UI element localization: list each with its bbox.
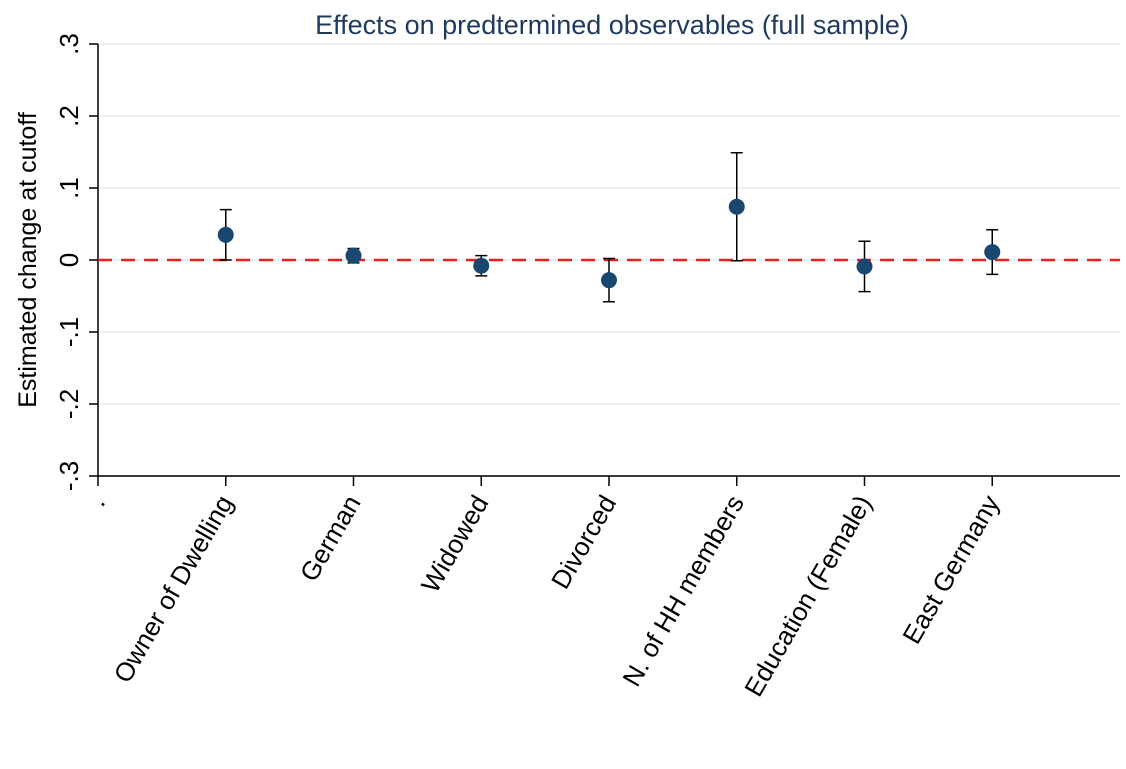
point (984, 244, 1001, 261)
point (856, 258, 873, 275)
y-tick-label: -.2 (54, 389, 84, 419)
y-tick-label: -.1 (54, 317, 84, 347)
point (728, 198, 745, 215)
point (473, 257, 490, 274)
y-axis-label: Estimated change at cutoff (14, 112, 42, 408)
x-tick-label: Education (Female) (738, 490, 877, 701)
x-tick-label: Owner of Dwelling (107, 490, 238, 688)
y-tick-label: .1 (54, 177, 84, 199)
x-tick-label: Divorced (545, 490, 622, 594)
point (345, 247, 362, 264)
y-tick-label: -.3 (54, 461, 84, 491)
point (601, 272, 617, 289)
x-tick-label: German (294, 490, 367, 586)
y-tick-label: .2 (54, 105, 84, 127)
point (217, 226, 234, 243)
x-tick-label: Widowed (415, 490, 494, 598)
y-tick-label: 0 (54, 253, 84, 267)
chart-title: Effects on predtermined observables (ful… (315, 10, 909, 40)
x-tick-label: East Germany (896, 490, 1005, 649)
x-tick-label: . (82, 490, 112, 511)
x-tick-label: N. of HH members (616, 490, 750, 691)
y-tick-label: .3 (54, 33, 84, 55)
